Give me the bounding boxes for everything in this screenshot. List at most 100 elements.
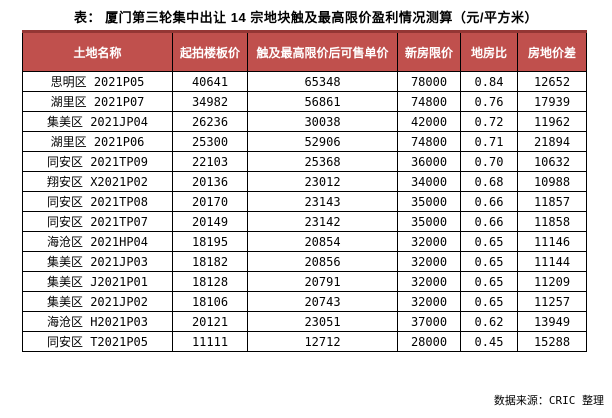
- value-cell: 37000: [397, 311, 461, 332]
- value-cell: 52906: [247, 131, 398, 152]
- value-cell: 20170: [172, 191, 248, 212]
- table-row: 同安区 T2021P05 11111 12712 28000 0.45 15288: [22, 331, 587, 352]
- table-row: 思明区 2021P05 40641 65348 78000 0.84 12652: [22, 71, 587, 92]
- table-row: 同安区 2021TP08 20170 23143 35000 0.66 11857: [22, 191, 587, 212]
- value-cell: 12652: [517, 71, 587, 92]
- table-row: 海沧区 2021HP04 18195 20854 32000 0.65 11146: [22, 231, 587, 252]
- table-row: 集美区 2021JP04 26236 30038 42000 0.72 11962: [22, 111, 587, 132]
- land-name-cell: 海沧区 H2021P03: [22, 311, 173, 332]
- value-cell: 25368: [247, 151, 398, 172]
- value-cell: 34982: [172, 91, 248, 112]
- value-cell: 28000: [397, 331, 461, 352]
- table-title: 表： 厦门第三轮集中出让 14 宗地块触及最高限价盈利情况测算（元/平方米）: [74, 10, 538, 25]
- value-cell: 35000: [397, 191, 461, 212]
- column-header: 新房限价: [397, 31, 461, 72]
- value-cell: 11111: [172, 331, 248, 352]
- value-cell: 20791: [247, 271, 398, 292]
- column-header: 房地价差: [517, 31, 587, 72]
- land-name-cell: 湖里区 2021P07: [22, 91, 173, 112]
- value-cell: 21894: [517, 131, 587, 152]
- value-cell: 78000: [397, 71, 461, 92]
- value-cell: 74800: [397, 91, 461, 112]
- value-cell: 32000: [397, 251, 461, 272]
- data-table: 土地名称 起拍楼板价 触及最高限价后可售单价 新房限价 地房比 房地价差 思明区 2021…: [22, 30, 587, 352]
- value-cell: 23051: [247, 311, 398, 332]
- value-cell: 20854: [247, 231, 398, 252]
- value-cell: 30038: [247, 111, 398, 132]
- value-cell: 65348: [247, 71, 398, 92]
- value-cell: 11962: [517, 111, 587, 132]
- value-cell: 0.66: [460, 191, 518, 212]
- land-name-cell: 集美区 J2021P01: [22, 271, 173, 292]
- value-cell: 20121: [172, 311, 248, 332]
- value-cell: 20856: [247, 251, 398, 272]
- table-row: 翔安区 X2021P02 20136 23012 34000 0.68 10988: [22, 171, 587, 192]
- table-row: 湖里区 2021P06 25300 52906 74800 0.71 21894: [22, 131, 587, 152]
- value-cell: 0.70: [460, 151, 518, 172]
- table-row: 海沧区 H2021P03 20121 23051 37000 0.62 13949: [22, 311, 587, 332]
- land-name-cell: 翔安区 X2021P02: [22, 171, 173, 192]
- column-header: 地房比: [460, 31, 518, 72]
- value-cell: 11257: [517, 291, 587, 312]
- value-cell: 15288: [517, 331, 587, 352]
- value-cell: 12712: [247, 331, 398, 352]
- value-cell: 23142: [247, 211, 398, 232]
- column-header: 起拍楼板价: [172, 31, 248, 72]
- value-cell: 25300: [172, 131, 248, 152]
- value-cell: 22103: [172, 151, 248, 172]
- value-cell: 0.65: [460, 271, 518, 292]
- value-cell: 11146: [517, 231, 587, 252]
- table-row: 湖里区 2021P07 34982 56861 74800 0.76 17939: [22, 91, 587, 112]
- value-cell: 18106: [172, 291, 248, 312]
- land-name-cell: 集美区 2021JP03: [22, 251, 173, 272]
- value-cell: 13949: [517, 311, 587, 332]
- land-name-cell: 同安区 2021TP09: [22, 151, 173, 172]
- value-cell: 56861: [247, 91, 398, 112]
- land-name-cell: 湖里区 2021P06: [22, 131, 173, 152]
- value-cell: 32000: [397, 231, 461, 252]
- value-cell: 32000: [397, 291, 461, 312]
- table-row: 集美区 J2021P01 18128 20791 32000 0.65 11209: [22, 271, 587, 292]
- value-cell: 0.65: [460, 291, 518, 312]
- table-row: 同安区 2021TP09 22103 25368 36000 0.70 10632: [22, 151, 587, 172]
- value-cell: 74800: [397, 131, 461, 152]
- table-header: 土地名称 起拍楼板价 触及最高限价后可售单价 新房限价 地房比 房地价差: [22, 31, 587, 72]
- table-row: 同安区 2021TP07 20149 23142 35000 0.66 11858: [22, 211, 587, 232]
- land-name-cell: 同安区 2021TP07: [22, 211, 173, 232]
- land-name-cell: 海沧区 2021HP04: [22, 231, 173, 252]
- value-cell: 11144: [517, 251, 587, 272]
- value-cell: 23143: [247, 191, 398, 212]
- value-cell: 40641: [172, 71, 248, 92]
- value-cell: 23012: [247, 171, 398, 192]
- value-cell: 20149: [172, 211, 248, 232]
- value-cell: 42000: [397, 111, 461, 132]
- value-cell: 18182: [172, 251, 248, 272]
- land-name-cell: 思明区 2021P05: [22, 71, 173, 92]
- land-name-cell: 集美区 2021JP04: [22, 111, 173, 132]
- value-cell: 34000: [397, 171, 461, 192]
- value-cell: 0.65: [460, 231, 518, 252]
- table-row: 集美区 2021JP03 18182 20856 32000 0.65 11144: [22, 251, 587, 272]
- value-cell: 10632: [517, 151, 587, 172]
- value-cell: 0.76: [460, 91, 518, 112]
- value-cell: 18128: [172, 271, 248, 292]
- value-cell: 0.66: [460, 211, 518, 232]
- source-note: 数据来源：CRIC 整理: [493, 394, 604, 407]
- value-cell: 20743: [247, 291, 398, 312]
- value-cell: 10988: [517, 171, 587, 192]
- value-cell: 17939: [517, 91, 587, 112]
- column-header: 触及最高限价后可售单价: [247, 31, 398, 72]
- value-cell: 26236: [172, 111, 248, 132]
- value-cell: 0.62: [460, 311, 518, 332]
- land-name-cell: 同安区 T2021P05: [22, 331, 173, 352]
- land-name-cell: 同安区 2021TP08: [22, 191, 173, 212]
- table-body: 思明区 2021P05 40641 65348 78000 0.84 12652 湖里区 2…: [22, 71, 587, 352]
- value-cell: 11857: [517, 191, 587, 212]
- land-name-cell: 集美区 2021JP02: [22, 291, 173, 312]
- value-cell: 0.72: [460, 111, 518, 132]
- column-header: 土地名称: [22, 31, 173, 72]
- value-cell: 0.45: [460, 331, 518, 352]
- value-cell: 36000: [397, 151, 461, 172]
- value-cell: 11858: [517, 211, 587, 232]
- header-row: 土地名称 起拍楼板价 触及最高限价后可售单价 新房限价 地房比 房地价差: [22, 31, 587, 72]
